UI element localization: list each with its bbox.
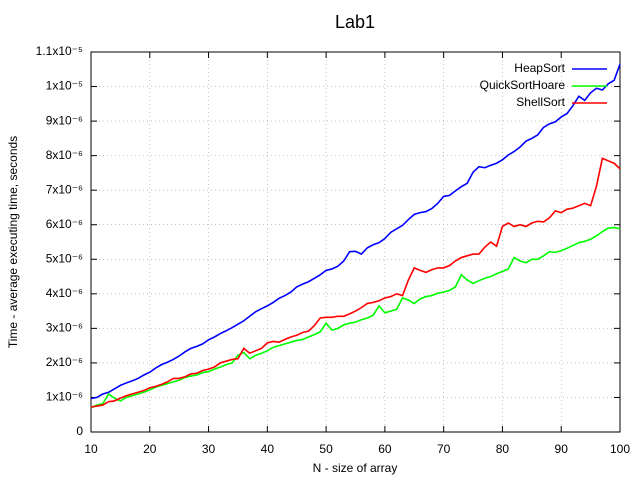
chart-title: Lab1 <box>335 12 375 32</box>
x-tick-label: 100 <box>610 442 630 456</box>
y-tick-label: 4x10⁻⁶ <box>46 286 83 300</box>
legend-label: HeapSort <box>514 61 565 75</box>
y-tick-label: 1x10⁻⁵ <box>46 79 83 93</box>
y-tick-label: 1.1x10⁻⁵ <box>36 44 83 58</box>
data-line <box>90 63 621 400</box>
x-axis-label: N - size of array <box>313 461 398 475</box>
x-tick-label: 70 <box>437 442 451 456</box>
y-tick-label: 5x10⁻⁶ <box>46 251 83 265</box>
y-tick-label: 8x10⁻⁶ <box>46 148 83 162</box>
legend-label: ShellSort <box>516 95 565 109</box>
y-tick-label: 1x10⁻⁶ <box>46 390 83 404</box>
legend-label: QuickSortHoare <box>480 78 566 92</box>
x-tick-label: 10 <box>84 442 98 456</box>
x-tick-label: 50 <box>319 442 333 456</box>
y-tick-label: 6x10⁻⁶ <box>46 217 83 231</box>
data-line <box>90 226 621 409</box>
x-tick-label: 30 <box>202 442 216 456</box>
x-tick-label: 90 <box>555 442 569 456</box>
y-tick-label: 2x10⁻⁶ <box>46 355 83 369</box>
y-axis-label: Time - average executing time, seconds <box>6 136 20 348</box>
y-tick-label: 3x10⁻⁶ <box>46 321 83 335</box>
y-tick-label: 0 <box>76 424 83 438</box>
y-tick-label: 7x10⁻⁶ <box>46 182 83 196</box>
x-tick-label: 60 <box>378 442 392 456</box>
data-line <box>90 157 621 408</box>
x-tick-label: 40 <box>261 442 275 456</box>
y-tick-label: 9x10⁻⁶ <box>46 113 83 127</box>
x-tick-label: 20 <box>143 442 157 456</box>
x-tick-label: 80 <box>496 442 510 456</box>
plot-frame <box>90 51 621 433</box>
